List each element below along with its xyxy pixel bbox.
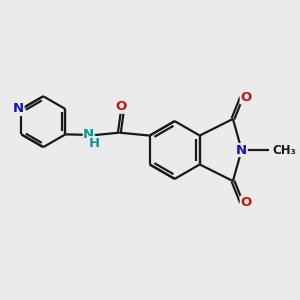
Text: O: O: [240, 91, 252, 104]
Text: CH₃: CH₃: [272, 143, 296, 157]
Text: N: N: [83, 128, 94, 141]
Text: N: N: [13, 103, 24, 116]
Text: H: H: [89, 136, 100, 150]
Text: O: O: [240, 196, 252, 209]
Text: N: N: [236, 143, 247, 157]
Text: O: O: [115, 100, 126, 113]
